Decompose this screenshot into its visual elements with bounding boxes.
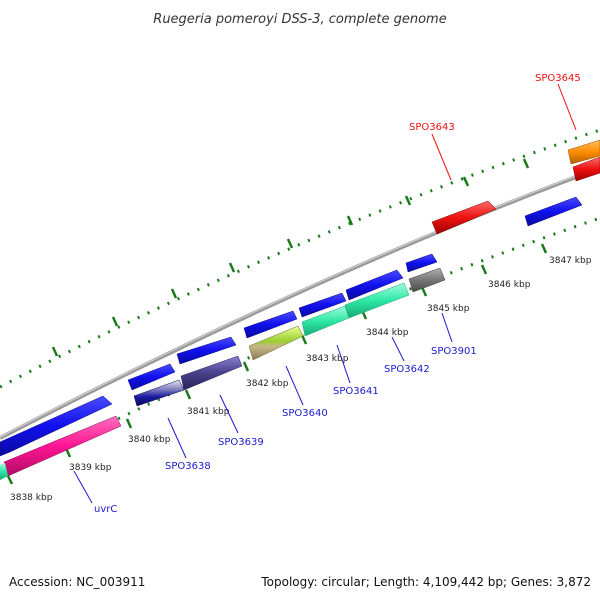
gene-label-SPO3642[interactable]: SPO3642 <box>384 364 430 375</box>
tick-label-3841: 3841 kbp <box>187 407 230 417</box>
gene-arrow-forward[interactable] <box>243 310 298 339</box>
genome-backbone <box>0 166 600 440</box>
gene-arrow-forward[interactable] <box>176 336 237 365</box>
topology-text: Topology: circular; Length: 4,109,442 bp… <box>260 575 591 589</box>
gene-SPO3642[interactable] <box>344 282 410 319</box>
gene-arrow-forward[interactable] <box>405 253 438 273</box>
gene-arrow-forward[interactable] <box>345 269 404 301</box>
outer-major-ticks <box>51 158 530 357</box>
gene-label-uvrC[interactable]: uvrC <box>94 504 117 515</box>
tick-label-3845: 3845 kbp <box>427 304 470 314</box>
gene-SPO3645[interactable] <box>567 139 600 165</box>
gene-label-leaders <box>73 83 577 504</box>
gene-label-SPO3639[interactable]: SPO3639 <box>218 437 264 448</box>
map-title: Ruegeria pomeroyi DSS-3, complete genome <box>153 12 446 27</box>
major-ticks <box>5 243 548 485</box>
gene-SPO3639[interactable] <box>180 355 243 391</box>
gene-SPO3901[interactable] <box>408 267 446 293</box>
gene-label-SPO3640[interactable]: SPO3640 <box>282 408 328 419</box>
gene-label-SPO3901[interactable]: SPO3901 <box>431 346 477 357</box>
tick-label-3839: 3839 kbp <box>69 463 112 473</box>
outer-tick-track <box>0 128 600 389</box>
tick-label-3843: 3843 kbp <box>306 354 349 364</box>
gene-uvrC-prev[interactable] <box>0 463 8 480</box>
tick-label-3838: 3838 kbp <box>10 493 53 503</box>
tick-label-3846: 3846 kbp <box>488 280 531 290</box>
gene-arrow-forward[interactable] <box>298 292 347 318</box>
annotated-genes <box>0 139 600 480</box>
gene-arrow-forward[interactable] <box>524 196 583 227</box>
gene-arrow-forward[interactable] <box>0 395 113 457</box>
gene-label-SPO3641[interactable]: SPO3641 <box>333 386 379 397</box>
tick-label-3844: 3844 kbp <box>366 328 409 338</box>
gene-arrow-forward[interactable] <box>127 363 176 391</box>
gene-red-right-edge[interactable] <box>572 156 600 182</box>
tick-label-3840: 3840 kbp <box>128 435 171 445</box>
accession-text: Accession: NC_003911 <box>9 575 145 589</box>
gene-SPO3640[interactable] <box>248 325 304 361</box>
forward-strand-genes <box>0 196 583 457</box>
gene-SPO3643[interactable] <box>431 200 497 235</box>
gene-label-SPO3638[interactable]: SPO3638 <box>165 461 211 472</box>
tick-label-3847: 3847 kbp <box>549 256 592 266</box>
gene-label-SPO3645[interactable]: SPO3645 <box>535 73 581 84</box>
tick-label-3842: 3842 kbp <box>246 379 289 389</box>
genome-backbone-shine <box>0 166 600 438</box>
gene-label-SPO3643[interactable]: SPO3643 <box>409 122 455 133</box>
